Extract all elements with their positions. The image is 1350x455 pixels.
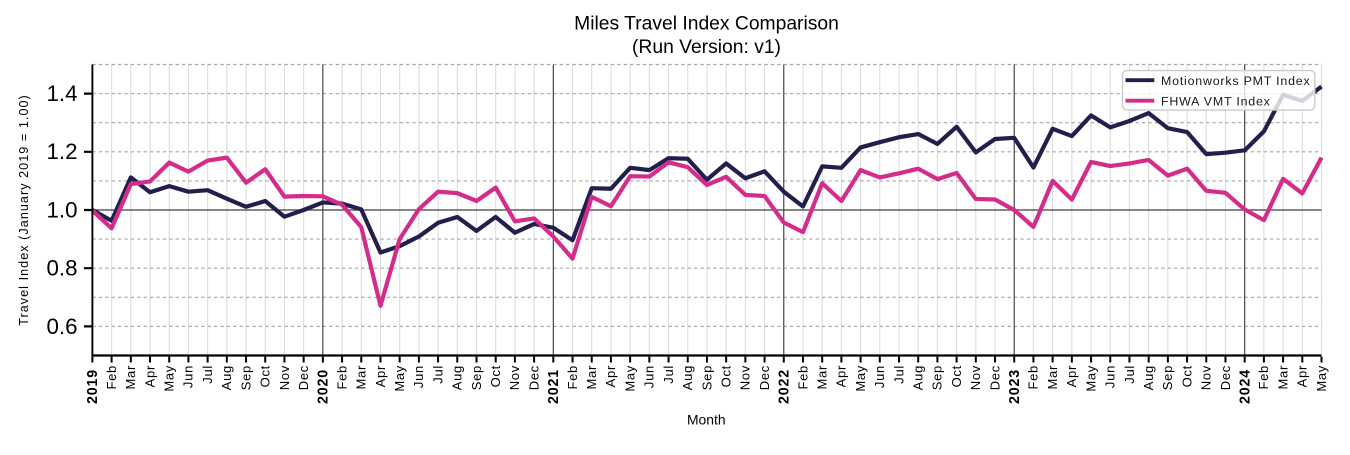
- svg-text:Oct: Oct: [1179, 365, 1194, 387]
- svg-text:May: May: [162, 365, 177, 392]
- svg-text:Apr: Apr: [1295, 365, 1310, 387]
- svg-text:2019: 2019: [85, 369, 101, 404]
- svg-text:Mar: Mar: [1045, 365, 1060, 390]
- svg-text:Oct: Oct: [258, 365, 273, 387]
- svg-text:2024: 2024: [1237, 369, 1253, 404]
- svg-text:Jul: Jul: [430, 365, 445, 384]
- svg-text:Aug: Aug: [680, 365, 695, 390]
- svg-text:Nov: Nov: [968, 365, 983, 390]
- svg-text:Sep: Sep: [1160, 365, 1175, 390]
- svg-text:Mar: Mar: [814, 365, 829, 390]
- svg-text:Apr: Apr: [603, 365, 618, 387]
- svg-text:Feb: Feb: [334, 365, 349, 390]
- svg-text:Sep: Sep: [469, 365, 484, 390]
- svg-text:Dec: Dec: [296, 365, 311, 390]
- svg-text:2020: 2020: [316, 369, 332, 404]
- svg-text:Jun: Jun: [642, 365, 657, 388]
- svg-text:2022: 2022: [776, 369, 792, 404]
- svg-text:Dec: Dec: [1218, 365, 1233, 390]
- svg-text:(Run Version: v1): (Run Version: v1): [632, 37, 781, 58]
- svg-text:Mar: Mar: [354, 365, 369, 390]
- svg-text:Nov: Nov: [1199, 365, 1214, 390]
- svg-text:May: May: [392, 365, 407, 392]
- svg-text:Feb: Feb: [104, 365, 119, 390]
- svg-text:Jun: Jun: [1103, 365, 1118, 388]
- svg-text:Aug: Aug: [219, 365, 234, 390]
- svg-text:0.8: 0.8: [47, 256, 78, 281]
- svg-text:Nov: Nov: [738, 365, 753, 390]
- svg-text:Miles Travel Index Comparison: Miles Travel Index Comparison: [574, 14, 839, 35]
- svg-text:Sep: Sep: [238, 365, 253, 390]
- svg-text:Feb: Feb: [795, 365, 810, 390]
- svg-text:Oct: Oct: [718, 365, 733, 387]
- svg-text:Aug: Aug: [911, 365, 926, 390]
- svg-text:Oct: Oct: [488, 365, 503, 387]
- svg-text:Dec: Dec: [987, 365, 1002, 390]
- svg-text:Apr: Apr: [1064, 365, 1079, 387]
- svg-text:0.6: 0.6: [47, 314, 78, 339]
- svg-text:Feb: Feb: [565, 365, 580, 390]
- svg-text:Feb: Feb: [1026, 365, 1041, 390]
- svg-text:Travel Index (January 2019 = 1: Travel Index (January 2019 = 1.00): [17, 94, 31, 326]
- svg-text:Motionworks PMT Index: Motionworks PMT Index: [1161, 74, 1310, 88]
- svg-text:Apr: Apr: [834, 365, 849, 387]
- svg-text:Feb: Feb: [1256, 365, 1271, 390]
- svg-text:Month: Month: [687, 412, 726, 428]
- svg-text:Jul: Jul: [891, 365, 906, 384]
- svg-text:Dec: Dec: [526, 365, 541, 390]
- svg-text:Mar: Mar: [123, 365, 138, 390]
- svg-text:Apr: Apr: [373, 365, 388, 387]
- svg-text:Oct: Oct: [949, 365, 964, 387]
- svg-text:1.4: 1.4: [47, 81, 78, 106]
- svg-text:May: May: [853, 365, 868, 392]
- svg-text:May: May: [622, 365, 637, 392]
- svg-text:Aug: Aug: [1141, 365, 1156, 390]
- svg-text:Jun: Jun: [181, 365, 196, 388]
- svg-text:Jun: Jun: [872, 365, 887, 388]
- svg-text:Jun: Jun: [411, 365, 426, 388]
- svg-text:Aug: Aug: [450, 365, 465, 390]
- svg-text:May: May: [1083, 365, 1098, 392]
- svg-text:1.0: 1.0: [47, 197, 78, 222]
- svg-text:May: May: [1314, 365, 1329, 392]
- svg-text:Apr: Apr: [142, 365, 157, 387]
- svg-text:Jul: Jul: [1122, 365, 1137, 384]
- svg-text:Sep: Sep: [699, 365, 714, 390]
- svg-text:1.2: 1.2: [47, 139, 78, 164]
- svg-text:2021: 2021: [546, 369, 562, 404]
- svg-text:FHWA VMT Index: FHWA VMT Index: [1161, 95, 1271, 109]
- svg-text:Jul: Jul: [661, 365, 676, 384]
- svg-text:Nov: Nov: [507, 365, 522, 390]
- svg-text:Nov: Nov: [277, 365, 292, 390]
- svg-text:Mar: Mar: [584, 365, 599, 390]
- svg-text:Sep: Sep: [930, 365, 945, 390]
- svg-text:Dec: Dec: [757, 365, 772, 390]
- svg-text:2023: 2023: [1007, 369, 1023, 404]
- svg-text:Mar: Mar: [1275, 365, 1290, 390]
- svg-text:Jul: Jul: [200, 365, 215, 384]
